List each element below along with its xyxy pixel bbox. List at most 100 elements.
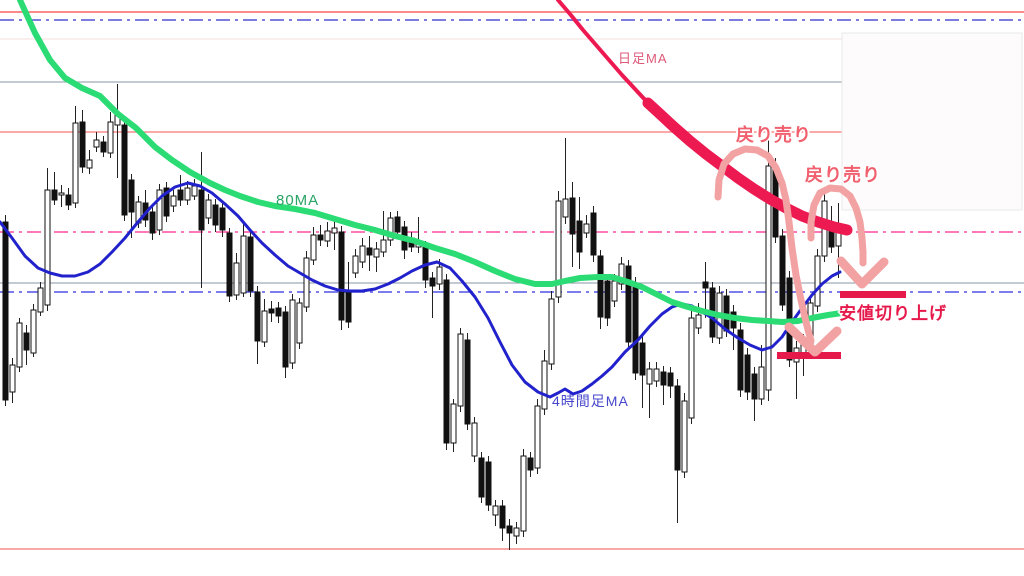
bullish-candle: [555, 200, 562, 298]
bearish-candle: [632, 283, 639, 374]
bullish-candle: [450, 403, 457, 444]
bullish-candle: [513, 527, 520, 537]
bearish-candle: [737, 329, 744, 391]
bearish-candle: [660, 371, 667, 386]
bullish-candle: [170, 195, 177, 207]
bullish-candle: [303, 257, 310, 308]
sell-rally-arrow-2-head: [836, 256, 889, 289]
bearish-candle: [674, 385, 681, 471]
higher-low-bar-right: [840, 291, 906, 298]
bearish-candle: [198, 189, 205, 231]
bearish-candle: [779, 235, 786, 306]
bullish-candle: [44, 189, 51, 306]
bullish-candle: [296, 302, 303, 344]
bullish-candle: [548, 298, 555, 365]
bearish-candle: [345, 289, 352, 323]
bearish-candle: [506, 525, 513, 534]
bullish-candle: [471, 422, 478, 457]
bearish-candle: [604, 280, 611, 319]
bullish-candle: [86, 159, 93, 169]
bullish-candle: [583, 223, 590, 234]
bearish-candle: [282, 311, 289, 368]
bullish-candle: [359, 245, 366, 263]
bullish-candle: [205, 199, 212, 219]
bullish-candle: [695, 314, 702, 329]
bearish-candle: [485, 461, 492, 506]
bullish-candle: [58, 192, 65, 196]
sell-rally-arrow-2: [807, 184, 867, 267]
bullish-candle: [765, 165, 772, 391]
bullish-candle: [380, 239, 387, 253]
bearish-candle: [254, 291, 261, 342]
bullish-candle: [9, 364, 16, 393]
bearish-candle: [338, 231, 345, 321]
bullish-candle: [436, 266, 443, 285]
bullish-candle: [324, 230, 331, 242]
bullish-candle: [233, 262, 240, 296]
bearish-candle: [464, 339, 471, 425]
bearish-candle: [51, 189, 58, 201]
bearish-candle: [100, 141, 107, 153]
bearish-candle: [366, 247, 373, 256]
bullish-candle: [184, 187, 191, 201]
bearish-candle: [268, 308, 275, 314]
bearish-candle: [625, 265, 632, 343]
bearish-candle: [429, 277, 436, 287]
bullish-candle: [814, 255, 821, 307]
bullish-candle: [107, 121, 114, 154]
cover-box: [841, 32, 1023, 211]
bearish-candle: [149, 211, 156, 234]
bearish-candle: [744, 354, 751, 393]
bearish-candle: [121, 124, 128, 216]
bearish-candle: [478, 457, 485, 498]
bearish-candle: [499, 505, 506, 529]
bearish-candle: [219, 207, 226, 231]
bearish-candle: [597, 255, 604, 318]
bearish-candle: [667, 372, 674, 387]
bearish-candle: [317, 234, 324, 241]
bearish-candle: [128, 179, 135, 213]
sell-rally-arrow-1: [714, 145, 815, 345]
bullish-candle: [534, 405, 541, 469]
bullish-candle: [387, 217, 394, 241]
bearish-candle: [569, 197, 576, 235]
bullish-candle: [156, 189, 163, 231]
bullish-candle: [93, 139, 100, 148]
daily-ma-line-thick: [642, 97, 853, 236]
bullish-candle: [457, 333, 464, 407]
bearish-candle: [443, 279, 450, 444]
bearish-candle: [226, 232, 233, 297]
bullish-candle: [191, 185, 198, 197]
bearish-candle: [639, 342, 646, 376]
bullish-candle: [352, 255, 359, 274]
bullish-candle: [289, 299, 296, 364]
bullish-candle: [492, 505, 499, 516]
bullish-candle: [331, 227, 338, 234]
bearish-candle: [751, 373, 758, 400]
bearish-candle: [2, 221, 9, 401]
bearish-candle: [23, 332, 30, 351]
bullish-candle: [653, 368, 660, 382]
bullish-candle: [611, 280, 618, 302]
bearish-candle: [590, 212, 597, 256]
bullish-candle: [72, 122, 79, 204]
bullish-candle: [688, 317, 695, 419]
bearish-candle: [177, 189, 184, 201]
bullish-candle: [758, 366, 765, 400]
bearish-candle: [527, 457, 534, 471]
higher-low-bar-left: [777, 352, 841, 359]
ma-80-line: [17, 0, 845, 325]
bullish-candle: [240, 235, 247, 294]
bearish-candle: [247, 236, 254, 292]
bullish-candle: [541, 360, 548, 410]
bearish-candle: [275, 307, 282, 317]
bullish-candle: [373, 248, 380, 258]
bullish-candle: [261, 310, 268, 343]
bullish-candle: [562, 198, 569, 218]
bearish-candle: [212, 204, 219, 226]
bearish-candle: [163, 187, 170, 217]
bearish-candle: [702, 281, 709, 289]
bullish-candle: [30, 309, 37, 354]
